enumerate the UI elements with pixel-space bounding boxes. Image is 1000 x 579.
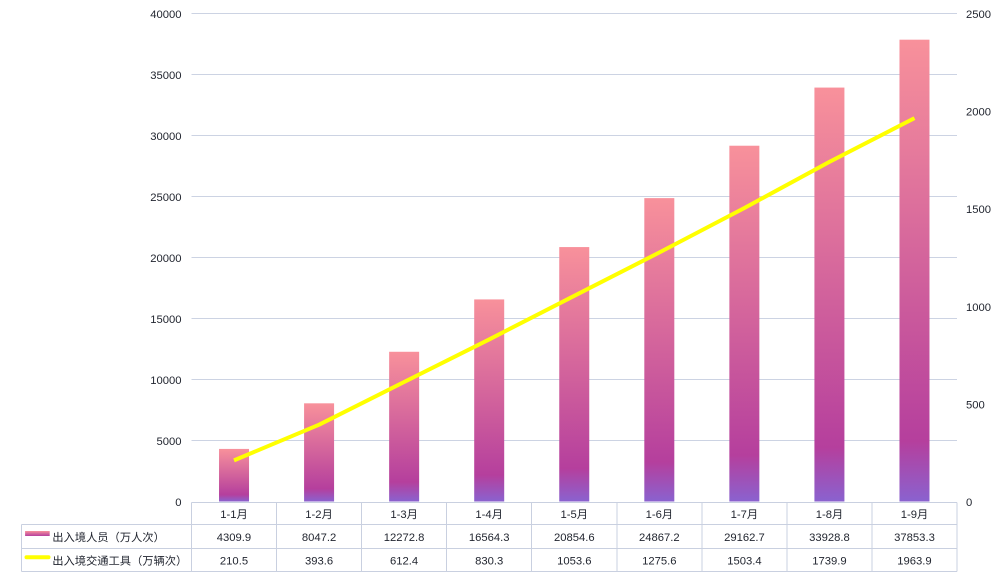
svg-text:0: 0	[175, 497, 181, 509]
svg-text:35000: 35000	[150, 70, 181, 82]
svg-text:1963.9: 1963.9	[897, 556, 931, 568]
svg-text:24867.2: 24867.2	[639, 532, 680, 544]
svg-text:16564.3: 16564.3	[469, 532, 510, 544]
svg-text:830.3: 830.3	[475, 556, 503, 568]
svg-text:500: 500	[966, 399, 985, 411]
svg-text:20000: 20000	[150, 253, 181, 265]
svg-text:29162.7: 29162.7	[724, 532, 765, 544]
svg-text:10000: 10000	[150, 375, 181, 387]
svg-text:33928.8: 33928.8	[809, 532, 850, 544]
svg-text:1-6: 1-6	[646, 509, 662, 521]
svg-text:8047.2: 8047.2	[302, 532, 336, 544]
svg-text:1-7: 1-7	[731, 509, 747, 521]
svg-text:1-4: 1-4	[475, 509, 491, 521]
svg-text:1739.9: 1739.9	[812, 556, 846, 568]
svg-text:612.4: 612.4	[390, 556, 418, 568]
svg-text:37853.3: 37853.3	[894, 532, 935, 544]
svg-text:12272.8: 12272.8	[384, 532, 425, 544]
svg-text:1-9: 1-9	[901, 509, 917, 521]
svg-text:1503.4: 1503.4	[727, 556, 761, 568]
svg-text:30000: 30000	[150, 131, 181, 143]
svg-text:2000: 2000	[966, 107, 991, 119]
svg-text:5000: 5000	[156, 436, 181, 448]
svg-text:1-8: 1-8	[816, 509, 832, 521]
svg-text:40000: 40000	[150, 9, 181, 21]
svg-text:210.5: 210.5	[220, 556, 248, 568]
svg-text:20854.6: 20854.6	[554, 532, 595, 544]
svg-text:393.6: 393.6	[305, 556, 333, 568]
svg-text:1-5: 1-5	[561, 509, 577, 521]
svg-text:1-2: 1-2	[305, 509, 321, 521]
svg-text:1275.6: 1275.6	[642, 556, 676, 568]
svg-text:1500: 1500	[966, 204, 991, 216]
svg-text:1-3: 1-3	[390, 509, 406, 521]
svg-text:2500: 2500	[966, 9, 991, 21]
svg-text:0: 0	[966, 497, 972, 509]
svg-text:1000: 1000	[966, 302, 991, 314]
svg-text:1053.6: 1053.6	[557, 556, 591, 568]
svg-text:1-1: 1-1	[220, 509, 236, 521]
svg-text:25000: 25000	[150, 192, 181, 204]
svg-text:15000: 15000	[150, 314, 181, 326]
svg-text:4309.9: 4309.9	[217, 532, 251, 544]
